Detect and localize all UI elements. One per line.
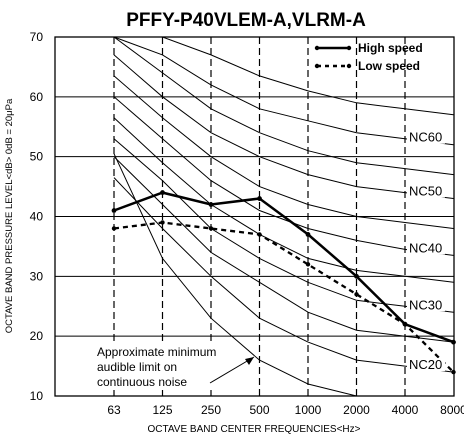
y-tick-label: 30 (30, 269, 44, 283)
x-axis-label: OCTAVE BAND CENTER FREQUENCIES<Hz> (148, 424, 361, 435)
legend-label: Low speed (358, 59, 420, 73)
grid (55, 36, 454, 397)
nc-label: NC40 (409, 240, 442, 255)
series-point (257, 232, 262, 237)
plot-frame (54, 36, 455, 397)
legend: High speed Low speed (314, 41, 423, 73)
nc-curve-2 (113, 37, 454, 176)
y-tick-labels: 10 20 30 40 50 60 70 (30, 30, 44, 403)
x-tick-labels: 63 125 250 500 1000 2000 4000 8000 (107, 403, 464, 417)
annotation-text: audible limit on (97, 360, 177, 374)
series-line-1 (113, 221, 455, 373)
series-point (160, 190, 165, 195)
x-tick-label: 8000 (440, 403, 464, 417)
x-tick-label: 125 (152, 403, 172, 417)
nc-curve-5 (113, 96, 454, 256)
series-line-0 (113, 191, 454, 344)
nc-label: NC60 (409, 130, 442, 145)
x-tick-label: 1000 (295, 403, 322, 417)
nc-label: NC20 (409, 357, 442, 372)
nc-label-bg (407, 130, 445, 144)
nc-curve-3 (113, 54, 454, 199)
nc-curve-4 (113, 75, 454, 229)
series-point (208, 226, 214, 231)
series-point (208, 202, 214, 207)
audible-limit-curve (113, 153, 454, 396)
nc-curve-8 (113, 156, 454, 343)
series-point (111, 208, 117, 213)
nc-curve-7 (113, 138, 454, 313)
nc-label-bg (407, 184, 445, 198)
series-point (111, 226, 117, 231)
x-tick-label: 250 (201, 403, 221, 417)
nc-curve-6 (113, 117, 454, 283)
nc-curve-1 (113, 37, 454, 146)
legend-marker (346, 63, 352, 69)
series-point (354, 273, 359, 279)
series-point (257, 196, 262, 201)
y-axis-label: OCTAVE BAND PRESSURE LEVEL<dB> 0dB = 20μ… (4, 98, 15, 333)
nc-label-bg (407, 358, 445, 372)
y-tick-label: 60 (30, 90, 44, 104)
series-point (354, 292, 359, 297)
series-point (402, 322, 408, 327)
annotation-text: continuous noise (97, 375, 187, 389)
chart-title: PFFY-P40VLEM-A,VLRM-A (126, 10, 366, 31)
y-tick-label: 50 (30, 150, 44, 164)
nc-label: NC30 (409, 297, 442, 312)
nc-label-bg (407, 241, 445, 255)
nc-curves (113, 37, 454, 396)
annotation-bg (93, 343, 237, 390)
series-point (305, 232, 311, 237)
legend-marker (314, 45, 320, 51)
series-point (160, 220, 165, 225)
y-tick-label: 10 (30, 389, 44, 403)
legend-marker (346, 45, 352, 51)
legend-label: High speed (358, 41, 423, 55)
nc-curve-0 (114, 37, 454, 116)
nc-label: NC50 (409, 184, 442, 199)
data-series (111, 190, 456, 375)
y-tick-label: 70 (30, 30, 44, 44)
audible-limit-annotation: NC60 NC50 NC40 NC30 NC20 Approximate minimuma… (93, 130, 445, 390)
x-tick-label: 500 (249, 403, 269, 417)
x-tick-label: 2000 (343, 403, 370, 417)
annotation-text: Approximate minimum (97, 345, 216, 359)
x-tick-label: 63 (107, 403, 121, 417)
nc-label-bg (407, 298, 445, 312)
y-tick-label: 20 (30, 329, 44, 343)
y-tick-label: 40 (30, 210, 44, 224)
annotation-arrowhead (245, 357, 254, 365)
x-tick-label: 4000 (392, 403, 419, 417)
legend-marker (314, 63, 320, 69)
series-point (305, 262, 311, 267)
nc-curve-9 (113, 177, 454, 373)
